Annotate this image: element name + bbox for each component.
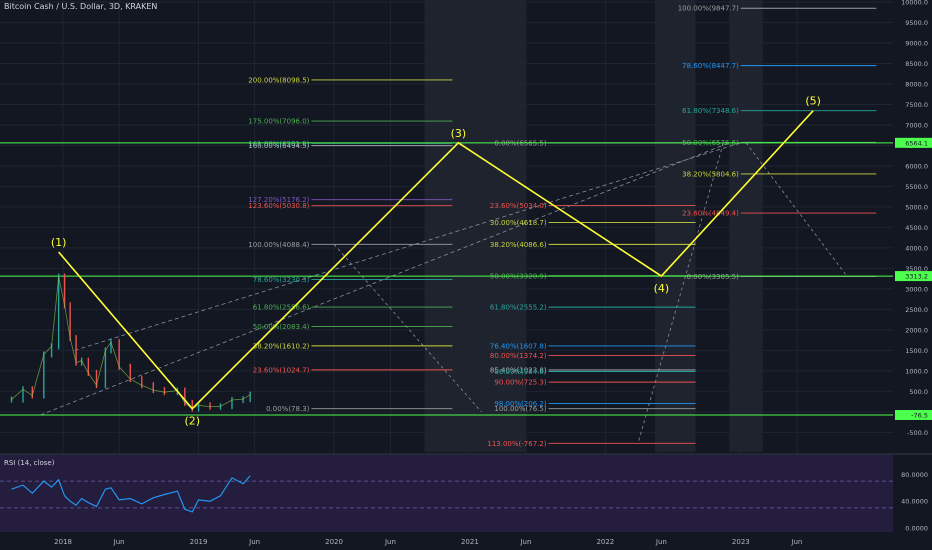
rsi-y-tick-label: 0.0000 <box>905 525 928 533</box>
fib-level-label: 38.20%(1610.2) <box>253 342 310 350</box>
chart-title: Bitcoin Cash / U.S. Dollar, 3D, KRAKEN <box>4 2 158 11</box>
shaded-zone <box>424 0 526 452</box>
y-tick-label: 9500.0 <box>905 19 928 27</box>
fib-level-label: 30.00%(4618.7) <box>490 219 547 227</box>
fib-level-label: 98.00%(206.2) <box>494 400 546 408</box>
fib-level-label: 23.60%(5034.0) <box>490 202 547 210</box>
x-tick-label: Jun <box>384 538 396 546</box>
x-tick-label: Jun <box>113 538 125 546</box>
fib-level-label: 61.80%(7348.6) <box>682 107 739 115</box>
y-tick-label: 2500.0 <box>905 306 928 314</box>
rsi-title: RSI (14, close) <box>4 459 55 467</box>
x-tick-label: Jun <box>519 538 531 546</box>
rsi-line <box>11 475 251 513</box>
fib-level-label: 50.00%(2083.4) <box>253 323 310 331</box>
y-tick-label: 5500.0 <box>905 183 928 191</box>
fib-level-label: 23.60%(4849.4) <box>682 210 739 218</box>
rsi-y-tick-label: 40.0000 <box>901 498 928 506</box>
fib-level-label: 100.00%(4088.4) <box>248 241 309 249</box>
x-tick-label: Jun <box>790 538 802 546</box>
x-tick-label: 2022 <box>596 538 614 546</box>
y-tick-label: 7500.0 <box>905 101 928 109</box>
price-tag-label: 6564.1 <box>905 139 928 147</box>
x-tick-label: 2023 <box>732 538 750 546</box>
x-tick-label: 2018 <box>54 538 72 546</box>
fib-level-label: 100.00%(9847.7) <box>678 5 739 13</box>
x-tick-label: Jun <box>248 538 260 546</box>
fib-level-label: 123.60%(5030.8) <box>248 202 309 210</box>
price-tag <box>895 271 932 282</box>
y-tick-label: 1500.0 <box>905 347 928 355</box>
fib-level-label: 38.20%(4086.6) <box>490 241 547 249</box>
fib-level-label: 175.00%(7096.0) <box>248 118 309 126</box>
price-tag <box>895 137 932 148</box>
y-tick-label: 1000.0 <box>905 367 928 375</box>
elliott-wave-line <box>58 110 814 410</box>
wave-label: (1) <box>51 236 67 249</box>
x-tick-label: 2020 <box>325 538 343 546</box>
fib-level-label: 0.00%(78.3) <box>266 405 310 413</box>
fib-level-label: 90.00%(725.3) <box>494 379 546 387</box>
y-tick-label: 3500.0 <box>905 265 928 273</box>
wave-label: (5) <box>805 95 821 108</box>
y-tick-label: 8500.0 <box>905 60 928 68</box>
wave-label: (2) <box>184 415 200 428</box>
rsi-y-tick-label: 80.0000 <box>901 471 928 479</box>
shaded-zone <box>729 0 763 452</box>
y-tick-label: 9000.0 <box>905 39 928 47</box>
y-tick-label: 8000.0 <box>905 80 928 88</box>
channel-line <box>74 142 741 351</box>
fib-level-label: 127.20%(5176.2) <box>248 196 309 204</box>
fib-level-label: 0.00%(3305.5) <box>687 273 739 281</box>
y-tick-label: 10000.0 <box>901 0 928 7</box>
y-tick-label: 2000.0 <box>905 326 928 334</box>
fib-level-label: 86.00%(984.8) <box>494 368 546 376</box>
projection-line <box>333 244 482 413</box>
fib-level-label: 76.40%(1607.8) <box>490 342 547 350</box>
y-tick-label: 3000.0 <box>905 285 928 293</box>
price-line <box>11 276 251 410</box>
fib-level-label: 160.00%(6494.5) <box>248 142 309 150</box>
projection-line <box>745 142 848 277</box>
fib-level-label: 161.80%(6551.5) <box>248 140 309 148</box>
channel-line <box>40 142 730 416</box>
fib-level-label: 100.00%(76.5) <box>494 405 546 413</box>
fib-level-label: 61.80%(2556.6) <box>253 304 310 312</box>
x-tick-label: 2019 <box>190 538 208 546</box>
y-tick-label: 500.0 <box>909 388 928 396</box>
fib-level-label: 38.20%(5804.6) <box>682 170 739 178</box>
fib-level-label: 61.80%(2555.2) <box>490 304 547 312</box>
y-tick-label: 6000.0 <box>905 162 928 170</box>
fib-level-label: 80.00%(1374.2) <box>490 352 547 360</box>
x-tick-label: 2021 <box>461 538 479 546</box>
fib-level-label: 23.60%(1024.7) <box>253 366 310 374</box>
x-tick-label: Jun <box>655 538 667 546</box>
fib-level-label: 200.00%(8098.5) <box>248 76 309 84</box>
fib-level-label: 78.60%(8447.7) <box>682 62 739 70</box>
price-tag-label: 3313.2 <box>905 273 928 281</box>
y-tick-label: 4000.0 <box>905 244 928 252</box>
fib-level-label: 85.40%(1023.8) <box>490 366 547 374</box>
wave-label: (3) <box>451 127 467 140</box>
fib-level-label: 78.60%(3230.3) <box>253 276 310 284</box>
y-tick-label: 7000.0 <box>905 121 928 129</box>
price-tag-label: -76.5 <box>911 412 928 420</box>
rsi-background <box>0 455 893 532</box>
price-tag <box>895 410 932 420</box>
y-tick-label: 4500.0 <box>905 224 928 232</box>
y-tick-label: 5000.0 <box>905 203 928 211</box>
fib-level-label: 113.00%(-767.2) <box>487 440 546 448</box>
wave-label: (4) <box>654 282 670 295</box>
y-tick-label: -500.0 <box>907 429 928 437</box>
